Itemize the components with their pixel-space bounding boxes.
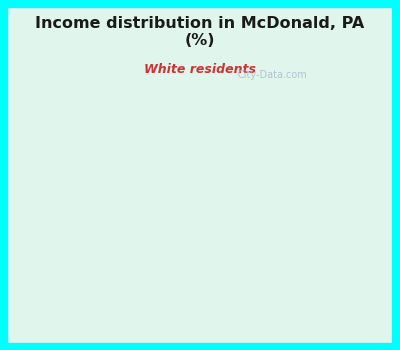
Wedge shape [136,214,200,300]
Text: $60k: $60k [211,321,238,331]
Text: $150k: $150k [96,119,131,130]
Text: $30k: $30k [66,247,94,257]
Wedge shape [153,125,200,214]
Wedge shape [118,149,200,214]
Wedge shape [140,139,200,214]
Wedge shape [112,208,200,274]
Wedge shape [200,125,242,214]
Wedge shape [200,162,280,214]
Text: $40k: $40k [141,100,168,110]
Text: $100k: $100k [228,99,262,109]
Text: $10k: $10k [274,124,302,134]
Wedge shape [200,176,288,256]
Wedge shape [200,214,277,295]
Text: $125k: $125k [274,293,309,303]
Wedge shape [200,136,271,214]
Text: > $200k: > $200k [297,151,343,161]
Text: Income distribution in McDonald, PA
(%): Income distribution in McDonald, PA (%) [35,16,365,48]
Text: $200k: $200k [56,184,90,194]
Text: $20k: $20k [313,212,340,222]
Wedge shape [184,214,232,302]
Text: City-Data.com: City-Data.com [237,70,307,80]
Text: White residents: White residents [144,63,256,76]
Wedge shape [112,181,200,214]
Text: $50k: $50k [79,145,107,155]
Text: $75k: $75k [118,307,146,317]
